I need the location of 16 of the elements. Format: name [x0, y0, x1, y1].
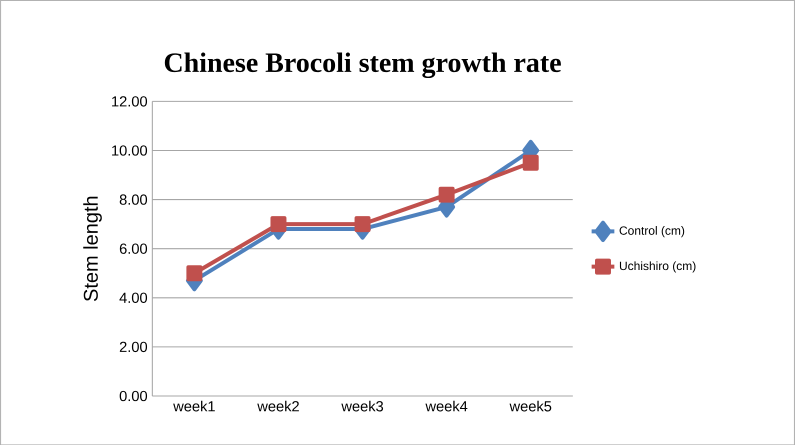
legend-label: Uchishiro (cm) [620, 261, 696, 272]
x-tick-label: week3 [341, 400, 384, 412]
y-tick-label: 2.00 [120, 342, 148, 352]
chart-title: Chinese Brocoli stem growth rate [164, 52, 561, 78]
y-tick-label: 12.00 [112, 96, 148, 106]
y-tick-label: 10.00 [112, 145, 148, 156]
x-tick-label: week5 [510, 400, 552, 412]
y-tick-label: 0.00 [120, 390, 148, 401]
y-tick-label: 4.00 [119, 292, 148, 303]
y-tick-label: 6.00 [120, 243, 148, 254]
legend-label: Control (cm) [620, 226, 684, 237]
x-tick-label: week4 [425, 400, 468, 412]
y-tick-label: 8.00 [120, 194, 148, 205]
x-tick-label: week2 [257, 400, 299, 412]
x-tick-label: week1 [173, 400, 215, 412]
y-axis-title: Stem length [83, 196, 102, 301]
